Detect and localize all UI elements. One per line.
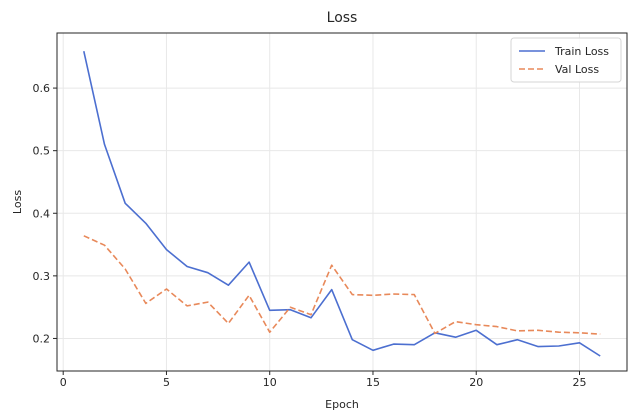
x-tick-label: 5 xyxy=(163,376,170,389)
x-tick-label: 0 xyxy=(60,376,67,389)
x-tick-label: 20 xyxy=(469,376,483,389)
y-tick-label: 0.5 xyxy=(33,145,51,158)
y-tick-label: 0.6 xyxy=(33,82,51,95)
chart-title: Loss xyxy=(327,10,358,26)
legend-label: Train Loss xyxy=(554,45,609,58)
x-axis-label: Epoch xyxy=(325,398,359,411)
x-tick-label: 10 xyxy=(263,376,277,389)
x-tick-label: 25 xyxy=(573,376,587,389)
series-line-val-loss xyxy=(83,235,601,335)
plot-area-frame xyxy=(56,32,628,372)
legend: Train Loss Val Loss xyxy=(510,37,622,83)
x-tick-label: 15 xyxy=(366,376,380,389)
series-layer xyxy=(83,51,601,357)
legend-box xyxy=(510,37,622,83)
y-tick-label: 0.4 xyxy=(33,207,51,220)
series-line-train-loss xyxy=(83,51,601,357)
y-tick-label: 0.2 xyxy=(33,332,51,345)
y-axis-label: Loss xyxy=(11,190,24,214)
x-axis-ticks: 0 5 10 15 20 25 xyxy=(60,371,587,389)
grid xyxy=(57,33,627,371)
y-axis-ticks: 0.2 0.3 0.4 0.5 0.6 xyxy=(33,82,57,345)
legend-label: Val Loss xyxy=(555,63,599,76)
y-tick-label: 0.3 xyxy=(33,270,51,283)
